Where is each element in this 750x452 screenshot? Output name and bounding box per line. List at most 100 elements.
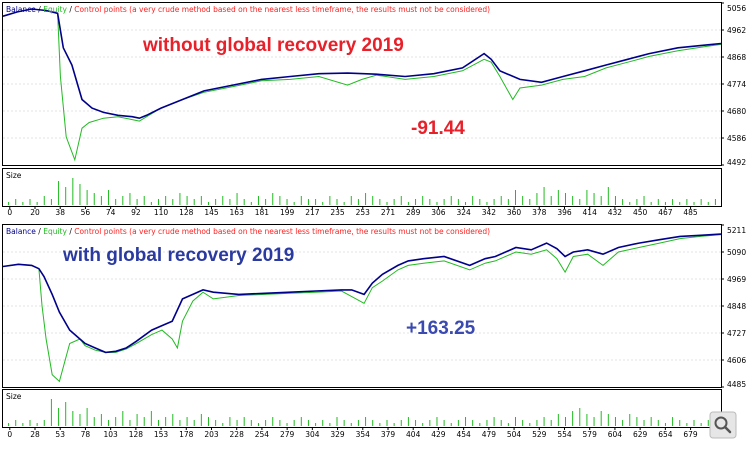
panel-top-volume-bars	[8, 178, 716, 205]
x-tick-label: 0	[7, 430, 12, 439]
panel-top-volume-frame	[2, 168, 722, 207]
legend-balance: Balance	[6, 5, 36, 14]
legend-note: Control points (a very crude method base…	[74, 5, 490, 14]
x-tick-label: 404	[406, 430, 421, 439]
panel-bottom-volume-frame	[2, 389, 722, 428]
y-tick-label: 5056	[727, 4, 746, 13]
panel-bottom-balance-line	[2, 233, 722, 354]
x-tick-label: 253	[356, 208, 371, 217]
panel-bottom-volume-bars	[8, 399, 716, 426]
x-tick-label: 56	[81, 208, 91, 217]
x-tick-label: 654	[658, 430, 673, 439]
y-tick-label: 4727	[727, 329, 746, 338]
panel-top: 5056 4962 4868 4774 4680 4586 4492 Balance / E…	[2, 2, 746, 217]
x-tick-label: 360	[507, 208, 522, 217]
panel-bottom-equity-line	[2, 234, 722, 383]
x-tick-label: 324	[456, 208, 471, 217]
x-tick-label: 304	[305, 430, 320, 439]
x-tick-label: 329	[330, 430, 345, 439]
panel-top-volume-label: Size	[6, 171, 22, 180]
panel-bottom-y-axis: 5211 5090 4969 4848 4727 4606 4485	[721, 224, 746, 389]
legend-balance: Balance	[6, 227, 36, 236]
x-tick-label: 20	[30, 208, 40, 217]
x-tick-label: 454	[456, 430, 471, 439]
x-tick-label: 279	[280, 430, 295, 439]
panel-bottom-overlay-title: with global recovery 2019	[62, 245, 294, 266]
x-tick-label: 128	[129, 430, 144, 439]
panel-bottom-legend: Balance / Equity / Control points (a ver…	[6, 227, 490, 236]
x-tick-label: 178	[179, 430, 194, 439]
x-tick-label: 217	[305, 208, 320, 217]
x-tick-label: 163	[230, 208, 245, 217]
panel-top-x-axis: 0 20 38 56 74 92 110 128 145 163 181 199 217 235 253 27…	[7, 206, 698, 217]
panel-top-overlay-title: without global recovery 2019	[142, 35, 404, 56]
panel-top-legend: Balance / Equity / Control points (a ver…	[6, 5, 490, 14]
y-tick-label: 4606	[727, 356, 746, 365]
legend-equity: Equity	[43, 227, 67, 236]
y-tick-label: 4969	[727, 275, 746, 284]
x-tick-label: 679	[683, 430, 698, 439]
x-tick-label: 289	[406, 208, 421, 217]
x-tick-label: 128	[179, 208, 194, 217]
x-tick-label: 396	[557, 208, 572, 217]
panel-top-equity-line	[2, 8, 722, 162]
y-tick-label: 5090	[727, 248, 746, 257]
x-tick-label: 629	[633, 430, 648, 439]
x-tick-label: 203	[204, 430, 219, 439]
x-tick-label: 0	[7, 208, 12, 217]
x-tick-label: 414	[583, 208, 598, 217]
y-tick-label: 4492	[727, 158, 746, 167]
x-tick-label: 306	[431, 208, 446, 217]
panel-top-main-frame	[2, 2, 722, 166]
panel-top-y-axis: 5056 4962 4868 4774 4680 4586 4492	[721, 2, 746, 167]
x-tick-label: 153	[154, 430, 169, 439]
zoom-icon[interactable]	[709, 411, 737, 439]
x-tick-label: 103	[103, 430, 118, 439]
y-tick-label: 4868	[727, 53, 746, 62]
y-tick-label: 4485	[727, 380, 746, 389]
y-tick-label: 4774	[727, 80, 746, 89]
x-tick-label: 145	[204, 208, 219, 217]
x-tick-label: 271	[381, 208, 396, 217]
x-tick-label: 354	[356, 430, 371, 439]
x-tick-label: 78	[81, 430, 91, 439]
x-tick-label: 228	[230, 430, 245, 439]
y-tick-label: 5211	[727, 226, 746, 235]
x-tick-label: 235	[330, 208, 345, 217]
panel-bottom-volume-label: Size	[6, 392, 22, 401]
legend-note: Control points (a very crude method base…	[74, 227, 490, 236]
x-tick-label: 554	[557, 430, 572, 439]
panel-bottom-x-axis: 0 28 53 78 103 128 153 178 203 228 254 279 304 329 354…	[7, 427, 698, 439]
x-tick-label: 342	[482, 208, 497, 217]
x-tick-label: 604	[608, 430, 623, 439]
x-tick-label: 504	[507, 430, 522, 439]
x-tick-label: 378	[532, 208, 547, 217]
x-tick-label: 53	[55, 430, 65, 439]
x-tick-label: 529	[532, 430, 547, 439]
x-tick-label: 450	[633, 208, 648, 217]
y-tick-label: 4586	[727, 134, 746, 143]
x-tick-label: 92	[131, 208, 141, 217]
x-tick-label: 485	[683, 208, 698, 217]
x-tick-label: 254	[255, 430, 270, 439]
x-tick-label: 467	[658, 208, 673, 217]
x-tick-label: 579	[583, 430, 598, 439]
y-tick-label: 4848	[727, 302, 746, 311]
x-tick-label: 429	[431, 430, 446, 439]
panel-bottom-overlay-value: +163.25	[406, 318, 476, 339]
panel-bottom-main-frame	[2, 224, 722, 388]
x-tick-label: 479	[482, 430, 497, 439]
x-tick-label: 110	[154, 208, 169, 217]
panel-top-overlay-value: -91.44	[411, 118, 465, 139]
x-tick-label: 379	[381, 430, 396, 439]
y-tick-label: 4680	[727, 107, 746, 116]
x-tick-label: 432	[608, 208, 623, 217]
x-tick-label: 181	[255, 208, 270, 217]
x-tick-label: 38	[55, 208, 65, 217]
panel-top-balance-line	[2, 8, 722, 120]
panel-bottom: 5211 5090 4969 4848 4727 4606 4485 Balance / E…	[2, 224, 746, 439]
legend-equity: Equity	[43, 5, 67, 14]
y-tick-label: 4962	[727, 26, 746, 35]
x-tick-label: 199	[280, 208, 295, 217]
